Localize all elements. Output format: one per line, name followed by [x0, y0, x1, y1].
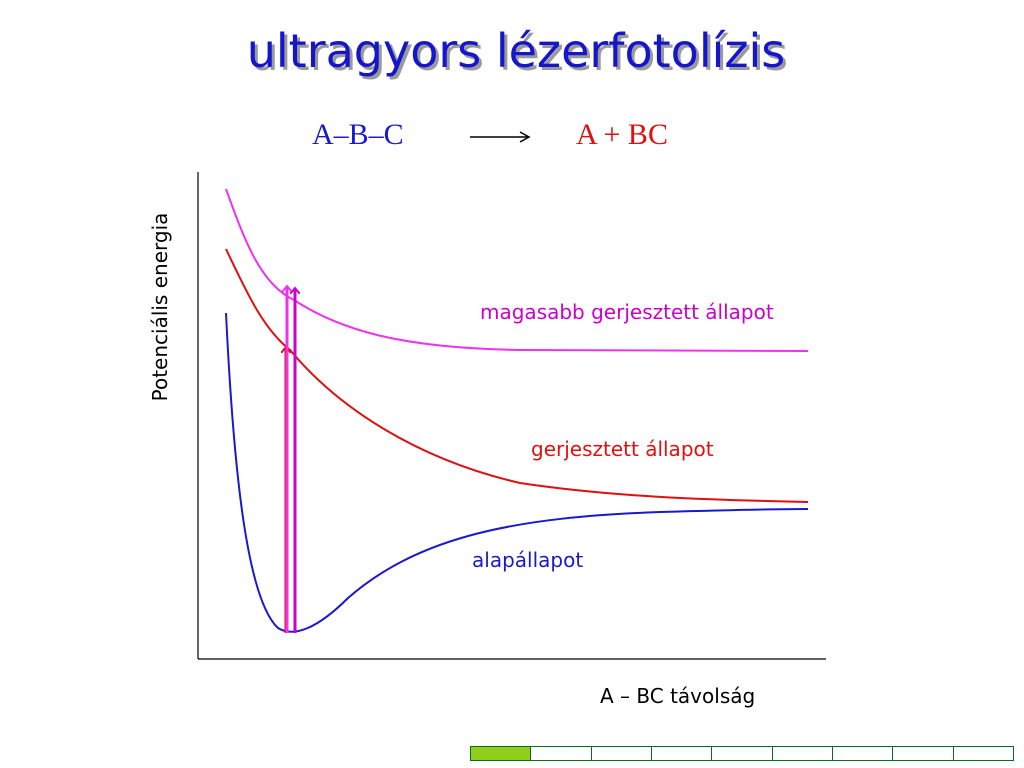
progress-cell [531, 747, 592, 760]
progress-cell [652, 747, 713, 760]
excited-state-label: gerjesztett állapot [531, 437, 714, 461]
progress-cell [833, 747, 894, 760]
progress-cell [773, 747, 833, 760]
progress-cell [712, 747, 773, 760]
ground-state-label: alapállapot [472, 548, 584, 572]
upper-excited-state-label: magasabb gerjesztett állapot [480, 300, 774, 324]
progress-cell [893, 747, 954, 760]
reaction-reactant: A–B–C [312, 118, 404, 151]
reaction-arrow-icon [470, 131, 531, 143]
y-axis-label: Potenciális energia [148, 212, 172, 402]
progress-cell [954, 747, 1013, 760]
slide-progress-bar [470, 746, 1014, 761]
excited-state-curve [225, 248, 809, 503]
upper-excited-state-curve [225, 188, 809, 352]
reaction-product: A + BC [576, 118, 668, 151]
progress-cell-completed [471, 747, 532, 760]
progress-cell [592, 747, 652, 760]
ground-state-curve [225, 312, 809, 633]
x-axis-label: A – BC távolság [600, 684, 756, 708]
slide-title: ultragyors lézerfotolízis [246, 24, 786, 78]
